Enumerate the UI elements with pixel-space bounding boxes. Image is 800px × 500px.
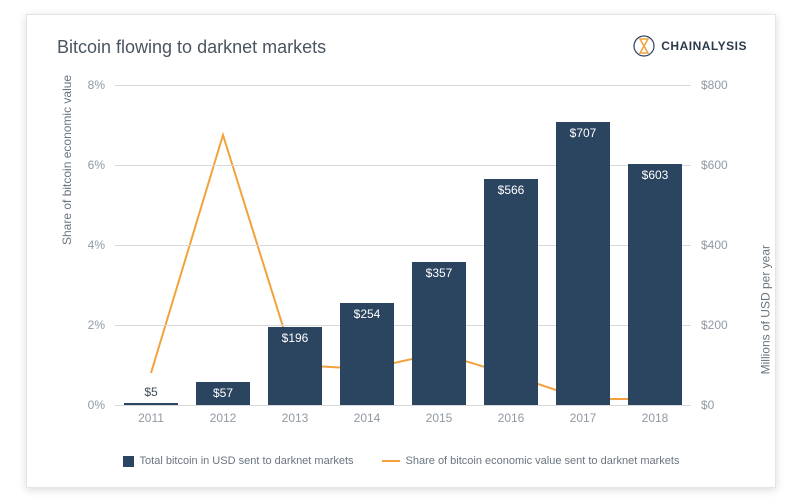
legend-label-line: Share of bitcoin economic value sent to … [406,455,680,467]
y-tick-right: $600 [701,158,751,172]
bar: $603 [628,164,682,405]
bar-value-label: $5 [124,385,178,399]
bar-value-label: $707 [556,126,610,140]
bar: $5 [124,403,178,405]
y-axis-right-title: Millions of USD per year [758,245,772,374]
bar-value-label: $603 [628,168,682,182]
y-tick-left: 0% [65,398,105,412]
bar-value-label: $254 [340,307,394,321]
gridline [115,405,691,406]
x-tick-label: 2016 [498,411,525,425]
legend-swatch-line [382,460,400,462]
bar: $254 [340,303,394,405]
bar-value-label: $57 [196,386,250,400]
chart-card: Bitcoin flowing to darknet markets CHAIN… [26,14,776,488]
bar-value-label: $357 [412,266,466,280]
bar-value-label: $566 [484,183,538,197]
bar: $707 [556,122,610,405]
legend-swatch-bar [123,456,134,467]
x-tick-label: 2011 [138,411,164,425]
y-tick-left: 8% [65,78,105,92]
y-tick-right: $0 [701,398,751,412]
x-tick-label: 2017 [570,411,597,425]
legend-label-bar: Total bitcoin in USD sent to darknet mar… [140,455,354,467]
y-tick-left: 4% [65,238,105,252]
brand-logo-icon [633,35,655,57]
plot-area: 0%2%4%6%8%$0$200$400$600$800$52011$57201… [115,85,691,405]
x-tick-label: 2014 [354,411,381,425]
bar: $57 [196,382,250,405]
x-tick-label: 2012 [210,411,237,425]
brand: CHAINALYSIS [633,35,747,57]
x-tick-label: 2015 [426,411,453,425]
y-tick-left: 6% [65,158,105,172]
y-tick-right: $400 [701,238,751,252]
x-tick-label: 2013 [282,411,309,425]
legend: Total bitcoin in USD sent to darknet mar… [27,455,775,467]
brand-text: CHAINALYSIS [661,39,747,53]
legend-item-line: Share of bitcoin economic value sent to … [382,455,680,467]
bar-value-label: $196 [268,331,322,345]
bar: $357 [412,262,466,405]
gridline [115,85,691,86]
bar: $196 [268,327,322,405]
y-tick-right: $200 [701,318,751,332]
chart-title: Bitcoin flowing to darknet markets [57,37,326,58]
legend-item-bar: Total bitcoin in USD sent to darknet mar… [123,455,354,467]
y-tick-right: $800 [701,78,751,92]
bar: $566 [484,179,538,405]
x-tick-label: 2018 [642,411,669,425]
y-tick-left: 2% [65,318,105,332]
